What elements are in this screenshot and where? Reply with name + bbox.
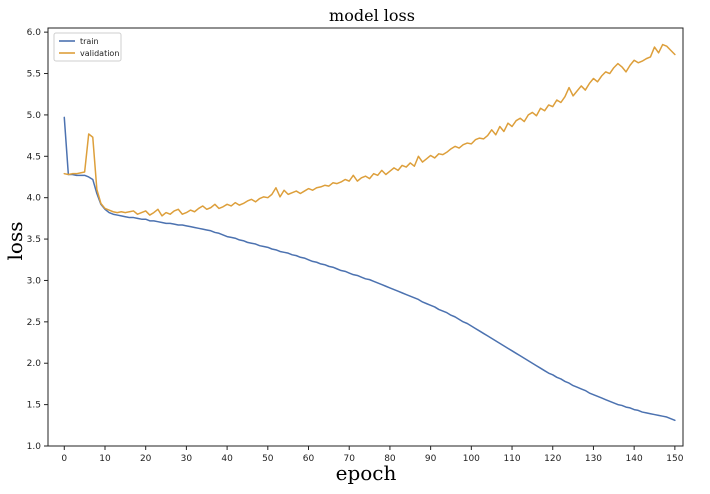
y-tick-label: 4.0 (27, 194, 42, 204)
y-tick-label: 1.5 (27, 401, 41, 411)
legend-label-train: train (80, 37, 99, 46)
series-line-train (63, 116, 676, 422)
plot-frame (47, 27, 684, 447)
x-tick-label: 120 (544, 454, 561, 464)
x-tick-label: 0 (61, 454, 67, 464)
y-tick-label: 3.0 (27, 276, 42, 286)
y-tick-label: 4.5 (27, 152, 41, 162)
y-tick-label: 2.5 (27, 318, 41, 328)
x-tick-label: 90 (425, 454, 437, 464)
x-tick-label: 110 (503, 454, 520, 464)
x-tick-label: 20 (140, 454, 152, 464)
chart-title: model loss (329, 6, 415, 25)
x-axis: 0 10 20 30 40 50 60 70 80 90 100 110 120 130 140 150 (61, 446, 684, 464)
x-axis-label: epoch (336, 461, 397, 485)
y-axis: 1.0 1.5 2.0 2.5 3.0 3.5 4.0 4.5 5.0 5.5 6.0 (27, 28, 48, 452)
y-tick-label: 2.0 (27, 359, 42, 369)
y-tick-label: 6.0 (27, 28, 42, 38)
y-axis-label: loss (3, 222, 27, 261)
x-tick-label: 40 (221, 454, 233, 464)
plot-area (47, 27, 684, 447)
x-tick-label: 150 (666, 454, 683, 464)
x-tick-label: 30 (181, 454, 193, 464)
y-tick-label: 3.5 (27, 235, 41, 245)
legend-label-validation: validation (80, 49, 119, 58)
y-tick-label: 1.0 (27, 442, 42, 452)
x-tick-label: 80 (384, 454, 396, 464)
series-line-validation (63, 43, 676, 217)
x-tick-label: 100 (463, 454, 480, 464)
x-tick-label: 140 (626, 454, 643, 464)
x-tick-label: 130 (585, 454, 602, 464)
x-tick-label: 70 (343, 454, 355, 464)
y-tick-label: 5.5 (27, 70, 41, 80)
x-tick-label: 50 (262, 454, 274, 464)
x-tick-label: 60 (303, 454, 315, 464)
y-tick-label: 5.0 (27, 111, 42, 121)
legend: train validation (53, 32, 122, 62)
legend-box (53, 32, 122, 62)
x-tick-label: 10 (99, 454, 111, 464)
